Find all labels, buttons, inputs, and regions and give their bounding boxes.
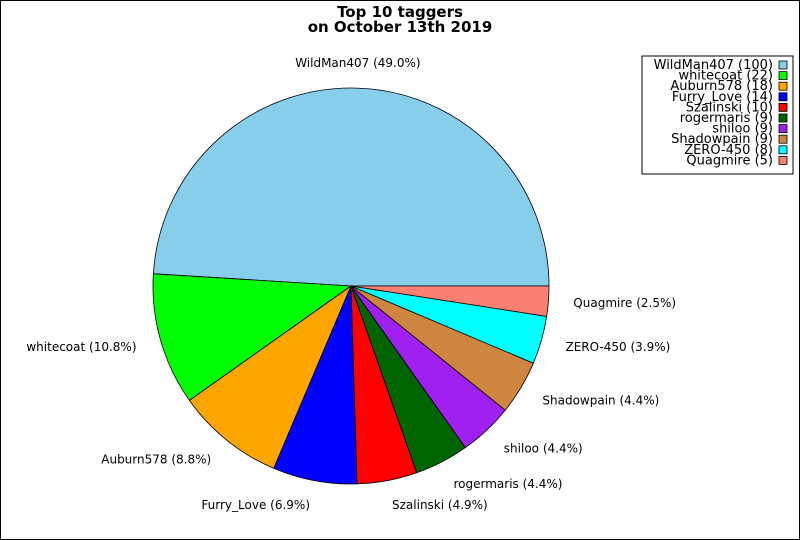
slice-label-quagmire: Quagmire (2.5%) [573, 296, 676, 310]
pie-slices [152, 87, 550, 485]
slice-label-rogermaris: rogermaris (4.4%) [454, 477, 563, 491]
legend-swatch-quagmire [778, 155, 788, 165]
pie-slice-quagmire [350, 285, 550, 317]
pie-slice-wildman407 [152, 87, 550, 287]
legend: WildMan407 (100)whitecoat (22)Auburn578 … [641, 55, 794, 175]
slice-label-shadowpain: Shadowpain (4.4%) [542, 394, 659, 408]
legend-entry-furry_love: Furry_Love (14) [672, 90, 773, 105]
slice-label-wildman407: WildMan407 (49.0%) [295, 56, 420, 70]
chart-title-line: on October 13th 2019 [308, 18, 493, 36]
pie-slice-auburn578 [188, 284, 352, 469]
legend-swatch-shiloo [778, 124, 788, 133]
slice-label-szalinski: Szalinski (4.9%) [392, 498, 488, 512]
legend-swatch-auburn578 [778, 81, 788, 91]
legend-swatch-shadowpain [778, 134, 788, 144]
legend-swatch-furry_love [778, 92, 788, 102]
slice-labels: WildMan407 (49.0%) whitecoat (10.8%) Aubur… [26, 56, 676, 512]
legend-entry-rogermaris: rogermaris (9) [680, 111, 773, 126]
slice-label-auburn578: Auburn578 (8.8%) [101, 453, 211, 467]
legend-swatch-szalinski [778, 103, 788, 112]
legend-box [641, 55, 794, 175]
legend-swatch-rogermaris [778, 113, 788, 123]
legend-entry-shadowpain: Shadowpain (9) [671, 132, 773, 147]
legend-entry-zero-450: ZERO-450 (8) [684, 143, 773, 158]
slice-label-zero-450: ZERO-450 (3.9%) [566, 340, 671, 354]
slice-label-furry_love: Furry_Love (6.9%) [201, 498, 310, 512]
pie-slice-whitecoat [152, 273, 353, 401]
legend-swatch-whitecoat [778, 71, 788, 80]
legend-entry-whitecoat: whitecoat (22) [678, 69, 773, 84]
legend-swatch-wildman407 [778, 60, 788, 70]
slice-label-whitecoat: whitecoat (10.8%) [26, 340, 136, 354]
legend-swatch-zero-450 [778, 145, 788, 155]
legend-entry-szalinski: Szalinski (10) [686, 100, 773, 115]
chart-title-line: Top 10 taggers [337, 3, 463, 21]
legend-entry-wildman407: WildMan407 (100) [654, 58, 773, 73]
legend-entry-auburn578: Auburn578 (18) [670, 79, 773, 94]
slice-label-shiloo: shiloo (4.4%) [504, 442, 583, 456]
legend-entry-quagmire: Quagmire (5) [686, 153, 773, 168]
legend-entry-shiloo: shiloo (9) [712, 122, 773, 137]
